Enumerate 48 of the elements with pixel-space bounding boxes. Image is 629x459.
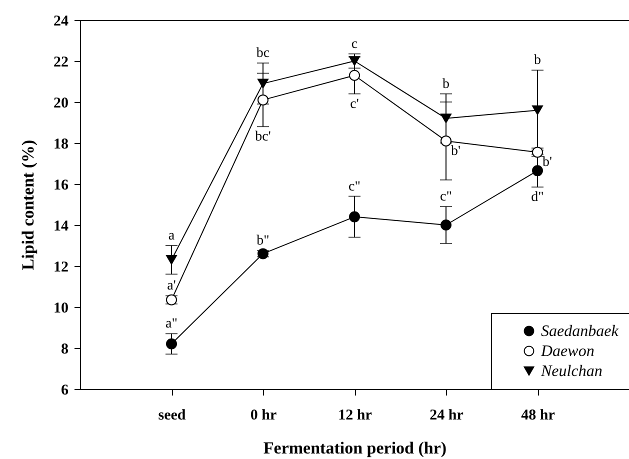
legend-label: Neulchan bbox=[540, 363, 602, 380]
annotation: a bbox=[168, 228, 176, 244]
point bbox=[166, 338, 177, 350]
annotation: a' bbox=[167, 278, 176, 294]
x-tick-label: 0 hr bbox=[250, 408, 277, 424]
annotation: c bbox=[351, 36, 358, 52]
y-tick-label: 16 bbox=[54, 178, 69, 194]
point bbox=[349, 70, 360, 81]
annotation: b" bbox=[256, 234, 270, 249]
y-tick-label: 20 bbox=[54, 96, 68, 112]
annotation: c" bbox=[348, 179, 360, 194]
point bbox=[440, 220, 452, 230]
y-tick-label: 8 bbox=[61, 342, 68, 358]
y-tick-label: 10 bbox=[54, 300, 68, 316]
annotation: c' bbox=[350, 96, 359, 112]
x-tick-label: 48 hr bbox=[521, 408, 556, 424]
point bbox=[258, 248, 268, 260]
y-tick-label: 22 bbox=[54, 54, 68, 70]
annotation: c" bbox=[440, 190, 452, 205]
point bbox=[349, 211, 360, 222]
annotation: a" bbox=[166, 316, 178, 332]
point bbox=[349, 56, 360, 66]
x-tick-label: seed bbox=[158, 408, 186, 424]
annotation: b' bbox=[451, 144, 461, 159]
y-tick-label: 14 bbox=[54, 218, 69, 234]
annotation: b bbox=[534, 53, 541, 68]
y-tick-label: 12 bbox=[54, 260, 68, 276]
point bbox=[532, 165, 543, 176]
y-tick-label: 24 bbox=[54, 14, 69, 30]
annotation: bc bbox=[256, 46, 270, 62]
point bbox=[258, 94, 268, 106]
legend-label: Daewon bbox=[540, 343, 594, 360]
y-axis-title: Lipid content (%) bbox=[18, 140, 38, 270]
y-tick-label: 18 bbox=[54, 136, 68, 152]
x-tick-label: 24 hr bbox=[430, 408, 464, 424]
annotation: bc' bbox=[255, 130, 271, 145]
annotation: b' bbox=[542, 155, 552, 170]
y-tick-label: 6 bbox=[61, 382, 69, 398]
x-axis-title: Fermentation period (hr) bbox=[263, 438, 447, 458]
point bbox=[440, 135, 452, 146]
point bbox=[532, 105, 543, 116]
legend-label: Saedanbaek bbox=[541, 323, 620, 340]
point bbox=[258, 78, 268, 88]
x-tick-label: 12 hr bbox=[338, 408, 372, 424]
point bbox=[440, 114, 452, 124]
annotation: d" bbox=[531, 190, 544, 206]
annotation: b bbox=[442, 76, 450, 92]
point bbox=[166, 255, 177, 265]
